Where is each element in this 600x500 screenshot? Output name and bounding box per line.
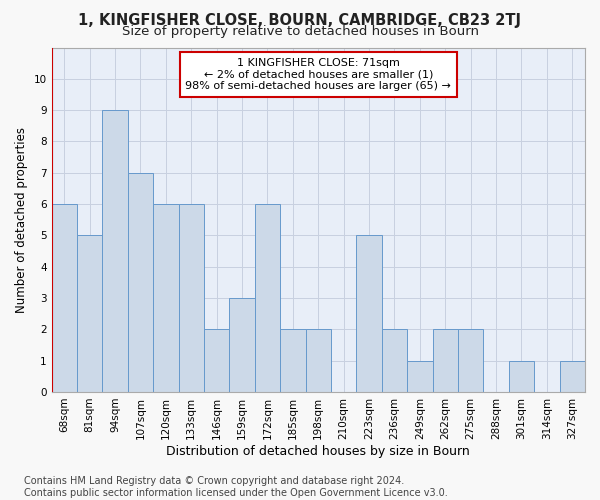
- Bar: [433, 330, 458, 392]
- Bar: [52, 204, 77, 392]
- Bar: [229, 298, 255, 392]
- Bar: [382, 330, 407, 392]
- Bar: [77, 236, 103, 392]
- Bar: [305, 330, 331, 392]
- Bar: [280, 330, 305, 392]
- Bar: [407, 360, 433, 392]
- Text: 1 KINGFISHER CLOSE: 71sqm
← 2% of detached houses are smaller (1)
98% of semi-de: 1 KINGFISHER CLOSE: 71sqm ← 2% of detach…: [185, 58, 451, 91]
- Bar: [204, 330, 229, 392]
- X-axis label: Distribution of detached houses by size in Bourn: Distribution of detached houses by size …: [166, 444, 470, 458]
- Text: Size of property relative to detached houses in Bourn: Size of property relative to detached ho…: [121, 25, 479, 38]
- Bar: [153, 204, 179, 392]
- Text: Contains HM Land Registry data © Crown copyright and database right 2024.
Contai: Contains HM Land Registry data © Crown c…: [24, 476, 448, 498]
- Text: 1, KINGFISHER CLOSE, BOURN, CAMBRIDGE, CB23 2TJ: 1, KINGFISHER CLOSE, BOURN, CAMBRIDGE, C…: [79, 12, 521, 28]
- Bar: [128, 173, 153, 392]
- Bar: [560, 360, 585, 392]
- Bar: [103, 110, 128, 392]
- Bar: [356, 236, 382, 392]
- Bar: [255, 204, 280, 392]
- Bar: [458, 330, 484, 392]
- Y-axis label: Number of detached properties: Number of detached properties: [15, 126, 28, 312]
- Bar: [509, 360, 534, 392]
- Bar: [179, 204, 204, 392]
